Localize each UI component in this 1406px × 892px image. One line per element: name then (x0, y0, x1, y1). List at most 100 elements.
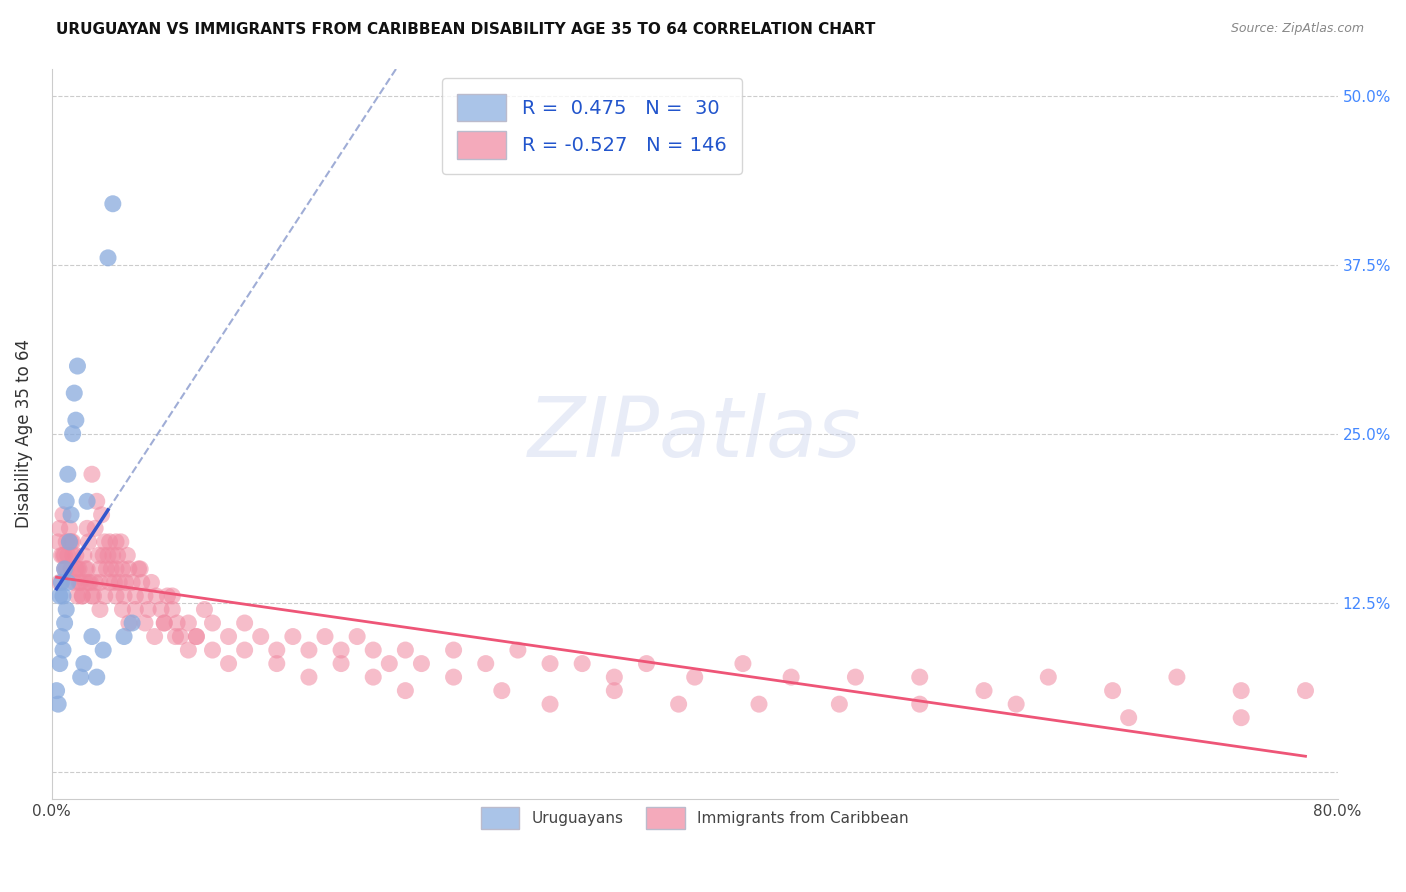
Point (51, 630, 73, 644)
Point (411, 657, 433, 671)
Point (908, 670, 931, 684)
Point (394, 683, 416, 698)
Point (89, 602, 111, 616)
Point (72, 589, 94, 603)
Point (69, 575, 91, 590)
Point (56, 575, 79, 590)
Point (378, 657, 401, 671)
Point (84, 575, 107, 590)
Point (145, 589, 167, 603)
Point (266, 657, 288, 671)
Point (908, 697, 931, 711)
Point (330, 657, 353, 671)
Point (129, 562, 152, 576)
Point (538, 657, 561, 671)
Point (748, 697, 770, 711)
Point (53, 549, 76, 563)
Point (112, 630, 135, 644)
Point (233, 615, 256, 630)
Point (86, 494, 108, 508)
Y-axis label: Disability Age 35 to 64: Disability Age 35 to 64 (15, 339, 32, 528)
Point (52, 508, 75, 522)
Point (124, 602, 146, 616)
Point (63, 575, 86, 590)
Point (101, 549, 124, 563)
Point (166, 615, 188, 630)
Point (107, 549, 129, 563)
Point (443, 643, 465, 657)
Point (1005, 697, 1028, 711)
Point (683, 670, 706, 684)
Point (86, 670, 108, 684)
Point (571, 657, 593, 671)
Point (87, 549, 110, 563)
Point (731, 657, 754, 671)
Point (72, 589, 94, 603)
Point (538, 697, 561, 711)
Point (90, 508, 112, 522)
Point (143, 630, 166, 644)
Point (103, 575, 125, 590)
Point (58, 534, 80, 549)
Point (118, 615, 141, 630)
Point (98, 534, 121, 549)
Point (361, 670, 384, 684)
Point (89, 562, 111, 576)
Point (117, 549, 139, 563)
Point (94, 589, 117, 603)
Point (105, 562, 128, 576)
Point (112, 589, 135, 603)
Point (233, 643, 256, 657)
Point (66, 589, 89, 603)
Point (60, 508, 83, 522)
Point (636, 657, 658, 671)
Point (177, 615, 200, 630)
Point (51, 549, 73, 563)
Point (121, 575, 143, 590)
Point (193, 602, 215, 616)
Text: URUGUAYAN VS IMMIGRANTS FROM CARIBBEAN DISABILITY AGE 35 TO 64 CORRELATION CHART: URUGUAYAN VS IMMIGRANTS FROM CARIBBEAN D… (56, 22, 876, 37)
Point (330, 643, 353, 657)
Point (603, 683, 626, 698)
Point (105, 589, 128, 603)
Point (110, 534, 132, 549)
Point (46, 697, 69, 711)
Text: Source: ZipAtlas.com: Source: ZipAtlas.com (1230, 22, 1364, 36)
Point (201, 615, 224, 630)
Point (128, 562, 150, 576)
Point (60, 534, 83, 549)
Point (361, 643, 384, 657)
Point (153, 615, 176, 630)
Point (55, 494, 77, 508)
Point (118, 562, 141, 576)
Point (80, 589, 103, 603)
Point (844, 670, 866, 684)
Point (52, 643, 75, 657)
Text: ZIPatlas: ZIPatlas (527, 393, 862, 475)
Point (56, 549, 79, 563)
Point (603, 670, 626, 684)
Point (76, 521, 98, 535)
Point (52, 589, 75, 603)
Point (75, 575, 97, 590)
Point (111, 562, 134, 576)
Point (91, 549, 114, 563)
Point (66, 562, 89, 576)
Point (55, 562, 77, 576)
Point (53, 562, 76, 576)
Point (80, 630, 103, 644)
Point (249, 630, 271, 644)
Point (141, 575, 163, 590)
Point (828, 697, 851, 711)
Point (51, 575, 73, 590)
Point (281, 630, 304, 644)
Point (491, 683, 513, 698)
Point (218, 630, 240, 644)
Point (97, 251, 120, 265)
Point (66, 359, 89, 373)
Point (46, 534, 69, 549)
Point (79, 575, 101, 590)
Point (134, 615, 156, 630)
Point (150, 602, 173, 616)
Point (89, 575, 111, 590)
